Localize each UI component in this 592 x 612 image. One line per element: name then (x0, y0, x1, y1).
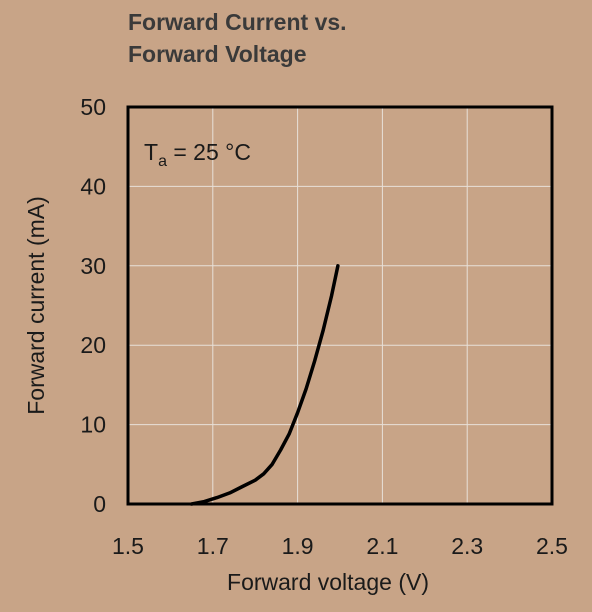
annotation-symbol: T (144, 139, 158, 165)
chart-title: Forward Current vs. Forward Voltage (128, 6, 568, 70)
annotation-subscript: a (158, 153, 167, 170)
y-axis-label: Forward current (mA) (23, 196, 49, 415)
plot-area-frame (126, 105, 554, 506)
forward-current-curve (189, 264, 340, 506)
x-axis-label: Forward voltage (V) (227, 569, 429, 595)
y-tick-label: 30 (80, 253, 106, 279)
x-tick-labels: 1.5 1.7 1.9 2.1 2.3 2.5 (112, 533, 568, 559)
chart-title-line-1: Forward Current vs. (128, 9, 347, 35)
y-tick-label: 40 (80, 173, 106, 199)
y-tick-label: 0 (93, 491, 106, 517)
y-tick-label: 20 (80, 332, 106, 358)
x-tick-label: 2.5 (536, 533, 568, 559)
x-tick-label: 2.1 (366, 533, 398, 559)
y-tick-labels: 0 10 20 30 40 50 (80, 94, 106, 517)
x-tick-label: 1.7 (197, 533, 229, 559)
annotation-text: = 25 °C (167, 139, 251, 165)
x-tick-label: 1.5 (112, 533, 144, 559)
y-tick-label: 10 (80, 412, 106, 438)
x-tick-label: 1.9 (282, 533, 314, 559)
chart-title-line-2: Forward Voltage (128, 41, 307, 67)
temperature-annotation: Ta = 25 °C (144, 139, 251, 170)
gridlines (128, 107, 552, 504)
x-tick-label: 2.3 (451, 533, 483, 559)
y-tick-label: 50 (80, 94, 106, 120)
